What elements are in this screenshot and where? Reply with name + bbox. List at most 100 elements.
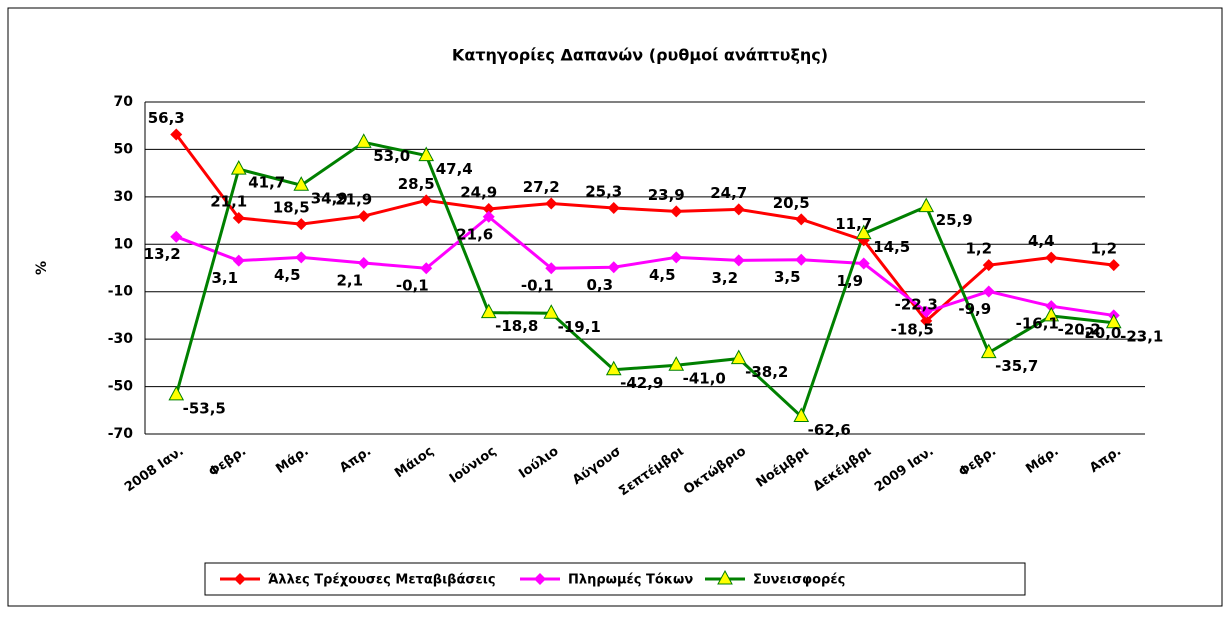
data-label: -53,5 <box>183 399 226 417</box>
marker <box>232 254 245 267</box>
y-tick-label: 70 <box>114 94 134 110</box>
marker <box>607 261 620 274</box>
marker <box>357 210 370 223</box>
chart-border <box>7 7 1223 607</box>
marker <box>232 211 245 224</box>
marker <box>482 202 495 215</box>
marker <box>920 305 933 318</box>
marker <box>795 213 808 226</box>
data-label: 21,6 <box>456 225 493 243</box>
chart-title: Κατηγορίες Δαπανών (ρυθμοί ανάπτυξης) <box>452 46 828 65</box>
data-label: -19,1 <box>558 318 601 336</box>
data-label: 20,5 <box>773 194 810 212</box>
marker <box>670 251 683 264</box>
legend-label: Πληρωμές Τόκων <box>568 573 693 588</box>
data-label: -23,1 <box>1120 327 1163 345</box>
data-label: 41,7 <box>248 174 285 192</box>
y-tick-label: 30 <box>114 189 134 205</box>
marker <box>982 259 995 272</box>
data-label: -42,9 <box>620 374 663 392</box>
data-label: 3,2 <box>711 269 738 287</box>
data-label: 25,9 <box>936 211 973 229</box>
data-label: 53,0 <box>373 147 410 165</box>
series-line <box>175 214 1114 317</box>
data-label: 27,2 <box>523 178 560 196</box>
marker <box>545 262 558 275</box>
legend-box <box>204 562 1026 596</box>
data-label: -16,1 <box>1016 315 1059 333</box>
data-label: 25,3 <box>585 183 622 201</box>
marker <box>1105 313 1122 329</box>
marker <box>234 573 246 585</box>
marker <box>293 176 310 191</box>
marker <box>717 569 733 585</box>
marker <box>855 224 872 240</box>
marker <box>670 205 683 218</box>
data-label: -18,8 <box>495 317 538 335</box>
marker <box>543 304 560 319</box>
data-label: 28,5 <box>398 175 435 193</box>
marker <box>230 160 247 175</box>
data-label: 3,1 <box>211 269 238 287</box>
data-label: 34,9 <box>311 190 348 208</box>
marker <box>420 262 433 275</box>
y-tick-label: -50 <box>108 379 134 395</box>
data-label: -0,1 <box>521 277 554 295</box>
marker <box>170 128 183 141</box>
marker <box>1107 259 1120 272</box>
data-label: -38,2 <box>745 363 788 381</box>
y-tick-label: -30 <box>108 331 134 347</box>
data-label: 2,1 <box>336 272 363 290</box>
data-label: 23,9 <box>648 186 685 204</box>
marker <box>605 360 622 376</box>
marker <box>607 202 620 215</box>
legend-label: Συνεισφορές <box>753 573 845 588</box>
data-label: -0,1 <box>396 277 429 295</box>
data-label: 56,3 <box>148 109 185 127</box>
marker <box>170 230 183 243</box>
marker <box>295 251 308 264</box>
marker <box>534 573 546 585</box>
marker <box>732 203 745 216</box>
marker <box>980 343 997 359</box>
marker <box>732 254 745 267</box>
marker <box>920 314 933 327</box>
marker <box>357 257 370 270</box>
marker <box>545 197 558 210</box>
series-line <box>174 140 1114 420</box>
marker <box>355 133 372 148</box>
data-label: -20,0 <box>1078 324 1121 342</box>
marker <box>1043 306 1060 322</box>
marker <box>168 385 185 401</box>
data-label: 4,5 <box>649 266 676 284</box>
marker <box>795 253 808 266</box>
data-label: 21,9 <box>335 191 372 209</box>
marker <box>793 407 810 422</box>
data-label: -62,6 <box>808 421 851 439</box>
marker <box>1045 251 1058 264</box>
data-label: 24,7 <box>710 184 747 202</box>
marker <box>918 197 935 213</box>
data-label: 1,2 <box>1090 240 1117 258</box>
marker <box>420 194 433 207</box>
marker <box>295 218 308 231</box>
data-label: 3,5 <box>774 268 801 286</box>
data-label: 47,4 <box>436 160 473 178</box>
data-label: 4,5 <box>274 266 301 284</box>
data-label: 11,7 <box>835 215 872 233</box>
marker <box>857 257 870 270</box>
y-axis-label: % <box>34 261 50 275</box>
legend-label: Άλλες Τρέχουσες Μεταβιβάσεις <box>268 573 496 588</box>
marker <box>730 349 747 365</box>
marker <box>418 146 435 162</box>
data-label: -18,5 <box>891 320 934 338</box>
data-label: 1,9 <box>836 272 863 290</box>
data-label: -20,2 <box>1058 320 1101 338</box>
series-line <box>175 133 1114 324</box>
data-label: 24,9 <box>460 183 497 201</box>
data-label: -35,7 <box>995 357 1038 375</box>
data-label: 4,4 <box>1028 232 1055 250</box>
data-label: 21,1 <box>210 192 247 210</box>
data-label: -22,3 <box>895 295 938 313</box>
marker <box>482 210 495 223</box>
